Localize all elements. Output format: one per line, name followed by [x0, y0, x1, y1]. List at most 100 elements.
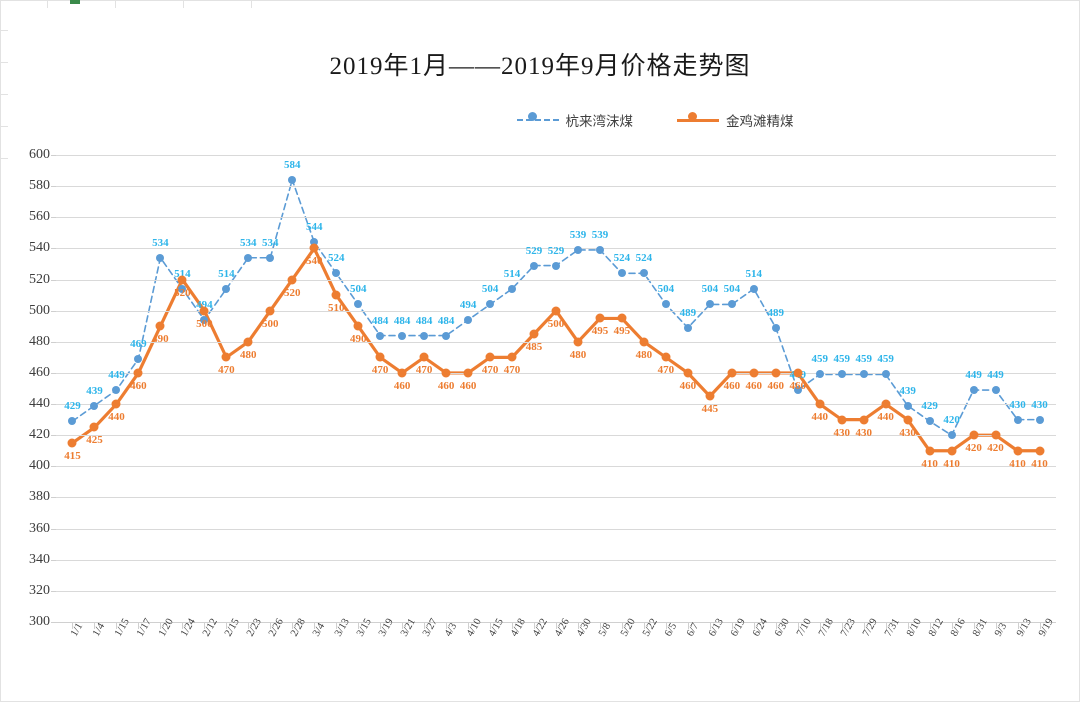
data-point-marker[interactable] [727, 368, 737, 378]
data-point-marker[interactable] [749, 284, 758, 293]
data-point-marker[interactable] [178, 284, 187, 293]
data-point-marker[interactable] [815, 399, 825, 409]
data-point-marker[interactable] [199, 306, 209, 316]
data-point-marker[interactable] [508, 284, 517, 293]
y-tick-mark [51, 435, 56, 437]
data-point-marker[interactable] [639, 337, 649, 347]
data-point-marker[interactable] [68, 417, 77, 426]
data-point-marker[interactable] [903, 415, 913, 425]
data-point-marker[interactable] [331, 290, 341, 300]
data-point-marker[interactable] [552, 261, 560, 270]
data-point-marker[interactable] [859, 370, 868, 379]
data-point-marker[interactable] [441, 368, 451, 378]
data-point-label: 420 [965, 442, 982, 455]
data-point-marker[interactable] [507, 352, 517, 362]
data-point-marker[interactable] [881, 370, 890, 379]
data-point-marker[interactable] [881, 399, 891, 409]
x-tick-mark [116, 622, 118, 629]
data-point-label: 460 [789, 379, 807, 392]
data-point-marker[interactable] [969, 430, 979, 440]
data-point-marker[interactable] [266, 253, 275, 262]
data-point-marker[interactable] [1013, 446, 1023, 456]
data-point-marker[interactable] [485, 352, 495, 362]
data-point-marker[interactable] [420, 331, 429, 340]
data-point-marker[interactable] [991, 386, 1000, 395]
data-point-marker[interactable] [243, 337, 253, 347]
data-point-marker[interactable] [155, 321, 165, 331]
data-point-marker[interactable] [793, 368, 803, 378]
data-point-marker[interactable] [815, 370, 824, 379]
data-point-marker[interactable] [1035, 446, 1045, 456]
data-point-marker[interactable] [859, 415, 869, 425]
data-point-marker[interactable] [573, 337, 583, 347]
data-point-marker[interactable] [969, 386, 978, 395]
data-point-marker[interactable] [903, 401, 912, 410]
data-point-marker[interactable] [991, 430, 1001, 440]
data-point-marker[interactable] [486, 300, 495, 309]
data-point-marker[interactable] [419, 352, 429, 362]
data-point-label: 500 [547, 317, 565, 330]
y-tick-mark [51, 590, 56, 592]
data-point-marker[interactable] [332, 269, 341, 278]
data-point-marker[interactable] [222, 284, 231, 293]
data-point-marker[interactable] [925, 417, 934, 426]
y-axis-tick-label: 560 [29, 209, 50, 225]
y-gridline [56, 435, 1056, 437]
data-point-marker[interactable] [353, 321, 363, 331]
data-point-marker[interactable] [111, 399, 121, 409]
data-point-marker[interactable] [112, 386, 121, 395]
data-point-marker[interactable] [376, 331, 385, 340]
data-point-marker[interactable] [265, 306, 275, 316]
data-point-marker[interactable] [837, 370, 846, 379]
data-point-marker[interactable] [837, 415, 847, 425]
data-point-marker[interactable] [793, 386, 802, 395]
data-point-marker[interactable] [771, 323, 780, 332]
data-point-marker[interactable] [398, 331, 407, 340]
data-point-marker[interactable] [309, 243, 319, 253]
legend-item-2[interactable]: 金鸡滩精煤 [677, 110, 794, 130]
data-point-marker[interactable] [310, 238, 319, 247]
data-point-marker[interactable] [67, 438, 77, 448]
data-point-marker[interactable] [683, 368, 693, 378]
data-point-marker[interactable] [573, 245, 582, 254]
data-point-marker[interactable] [463, 368, 473, 378]
data-point-marker[interactable] [617, 313, 627, 323]
data-point-marker[interactable] [464, 316, 473, 324]
data-point-marker[interactable] [727, 300, 736, 309]
data-point-marker[interactable] [90, 401, 99, 410]
data-point-marker[interactable] [749, 368, 759, 378]
data-point-marker[interactable] [947, 446, 957, 456]
data-point-marker[interactable] [595, 245, 604, 254]
data-point-marker[interactable] [221, 352, 231, 362]
data-point-marker[interactable] [617, 269, 626, 278]
data-point-marker[interactable] [530, 261, 539, 270]
data-point-marker[interactable] [442, 331, 451, 340]
data-point-marker[interactable] [661, 300, 670, 309]
data-point-marker[interactable] [244, 253, 253, 262]
legend-item-1[interactable]: 杭来湾沫煤 [516, 110, 633, 130]
data-point-marker[interactable] [134, 354, 143, 363]
data-point-marker[interactable] [529, 329, 539, 339]
data-point-marker[interactable] [925, 446, 935, 456]
data-point-marker[interactable] [375, 352, 385, 362]
data-point-marker[interactable] [771, 368, 781, 378]
data-point-marker[interactable] [639, 269, 648, 278]
data-point-marker[interactable] [200, 316, 209, 324]
data-point-marker[interactable] [1035, 415, 1044, 424]
data-point-marker[interactable] [177, 275, 187, 285]
data-point-marker[interactable] [1013, 415, 1022, 424]
data-point-marker[interactable] [551, 306, 561, 316]
data-point-marker[interactable] [683, 323, 692, 332]
data-point-marker[interactable] [288, 175, 297, 184]
data-point-marker[interactable] [661, 352, 671, 362]
data-point-marker[interactable] [287, 275, 297, 285]
data-point-marker[interactable] [133, 368, 143, 378]
data-point-marker[interactable] [947, 431, 956, 440]
data-point-marker[interactable] [705, 391, 715, 401]
data-point-marker[interactable] [354, 300, 363, 309]
data-point-marker[interactable] [89, 422, 99, 432]
data-point-marker[interactable] [595, 313, 605, 323]
data-point-marker[interactable] [156, 253, 165, 262]
data-point-marker[interactable] [705, 300, 714, 309]
data-point-marker[interactable] [397, 368, 407, 378]
